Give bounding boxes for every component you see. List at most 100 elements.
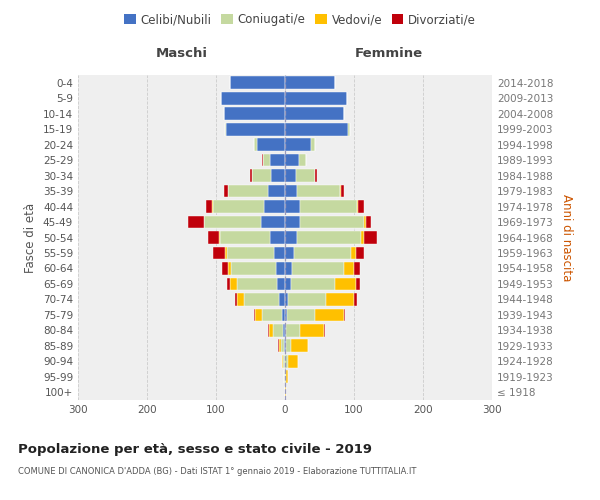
Bar (262, 154, 263, 166)
Bar (278, 340, 279, 352)
Bar (281, 340, 284, 352)
Bar (279, 293, 285, 306)
Bar (300, 324, 323, 336)
Bar (268, 184, 285, 198)
Bar (356, 246, 364, 260)
Bar (227, 246, 274, 260)
Bar (237, 278, 277, 290)
Bar (349, 123, 350, 136)
Bar (289, 355, 298, 368)
Bar (285, 216, 300, 228)
Text: Popolazione per età, sesso e stato civile - 2019: Popolazione per età, sesso e stato civil… (18, 442, 372, 456)
Bar (361, 231, 364, 244)
Bar (206, 200, 212, 213)
Bar (285, 138, 311, 151)
Text: Maschi: Maschi (155, 47, 208, 60)
Bar (296, 169, 316, 182)
Bar (285, 92, 347, 104)
Bar (250, 169, 252, 182)
Bar (226, 123, 285, 136)
Bar (285, 76, 335, 89)
Bar (344, 262, 354, 275)
Bar (344, 308, 345, 321)
Bar (265, 200, 285, 213)
Bar (238, 293, 244, 306)
Bar (231, 262, 276, 275)
Y-axis label: Fasce di età: Fasce di età (25, 202, 37, 272)
Bar (220, 231, 270, 244)
Bar (366, 216, 371, 228)
Bar (300, 216, 364, 228)
Bar (306, 154, 307, 166)
Bar (316, 169, 317, 182)
Bar (340, 184, 341, 198)
Bar (230, 76, 285, 89)
Bar (274, 246, 285, 260)
Bar (285, 355, 289, 368)
Bar (257, 138, 285, 151)
Text: Femmine: Femmine (355, 47, 422, 60)
Legend: Celibi/Nubili, Coniugati/e, Vedovi/e, Divorziati/e: Celibi/Nubili, Coniugati/e, Vedovi/e, Di… (119, 8, 481, 31)
Bar (254, 138, 257, 151)
Bar (261, 216, 285, 228)
Bar (358, 200, 364, 213)
Bar (268, 324, 269, 336)
Bar (285, 262, 292, 275)
Bar (235, 293, 238, 306)
Bar (285, 108, 344, 120)
Bar (230, 278, 236, 290)
Bar (289, 293, 326, 306)
Bar (285, 231, 298, 244)
Bar (225, 123, 226, 136)
Bar (285, 246, 294, 260)
Bar (290, 278, 335, 290)
Bar (271, 169, 285, 182)
Bar (244, 293, 279, 306)
Bar (283, 324, 285, 336)
Bar (203, 216, 204, 228)
Bar (354, 262, 359, 275)
Bar (285, 184, 298, 198)
Bar (204, 216, 261, 228)
Bar (298, 184, 340, 198)
Bar (364, 216, 366, 228)
Bar (224, 108, 285, 120)
Bar (228, 184, 268, 198)
Bar (335, 278, 356, 290)
Bar (285, 169, 296, 182)
Bar (285, 386, 286, 398)
Bar (219, 231, 220, 244)
Bar (314, 308, 344, 321)
Bar (273, 324, 283, 336)
Bar (299, 154, 306, 166)
Bar (323, 324, 325, 336)
Bar (227, 278, 230, 290)
Bar (212, 200, 265, 213)
Bar (286, 370, 289, 383)
Bar (221, 92, 285, 104)
Bar (357, 200, 358, 213)
Bar (228, 262, 231, 275)
Bar (277, 278, 285, 290)
Bar (284, 340, 285, 352)
Bar (298, 231, 361, 244)
Bar (270, 231, 285, 244)
Bar (212, 246, 225, 260)
Bar (285, 123, 349, 136)
Bar (285, 340, 286, 352)
Bar (285, 200, 300, 213)
Bar (188, 216, 203, 228)
Bar (311, 138, 314, 151)
Bar (284, 370, 285, 383)
Bar (254, 308, 256, 321)
Bar (285, 293, 289, 306)
Bar (283, 355, 285, 368)
Bar (270, 154, 285, 166)
Bar (285, 324, 286, 336)
Bar (364, 231, 377, 244)
Bar (287, 308, 314, 321)
Bar (208, 231, 219, 244)
Text: COMUNE DI CANONICA D'ADDA (BG) - Dati ISTAT 1° gennaio 2019 - Elaborazione TUTTI: COMUNE DI CANONICA D'ADDA (BG) - Dati IS… (18, 468, 416, 476)
Bar (300, 200, 357, 213)
Bar (269, 324, 273, 336)
